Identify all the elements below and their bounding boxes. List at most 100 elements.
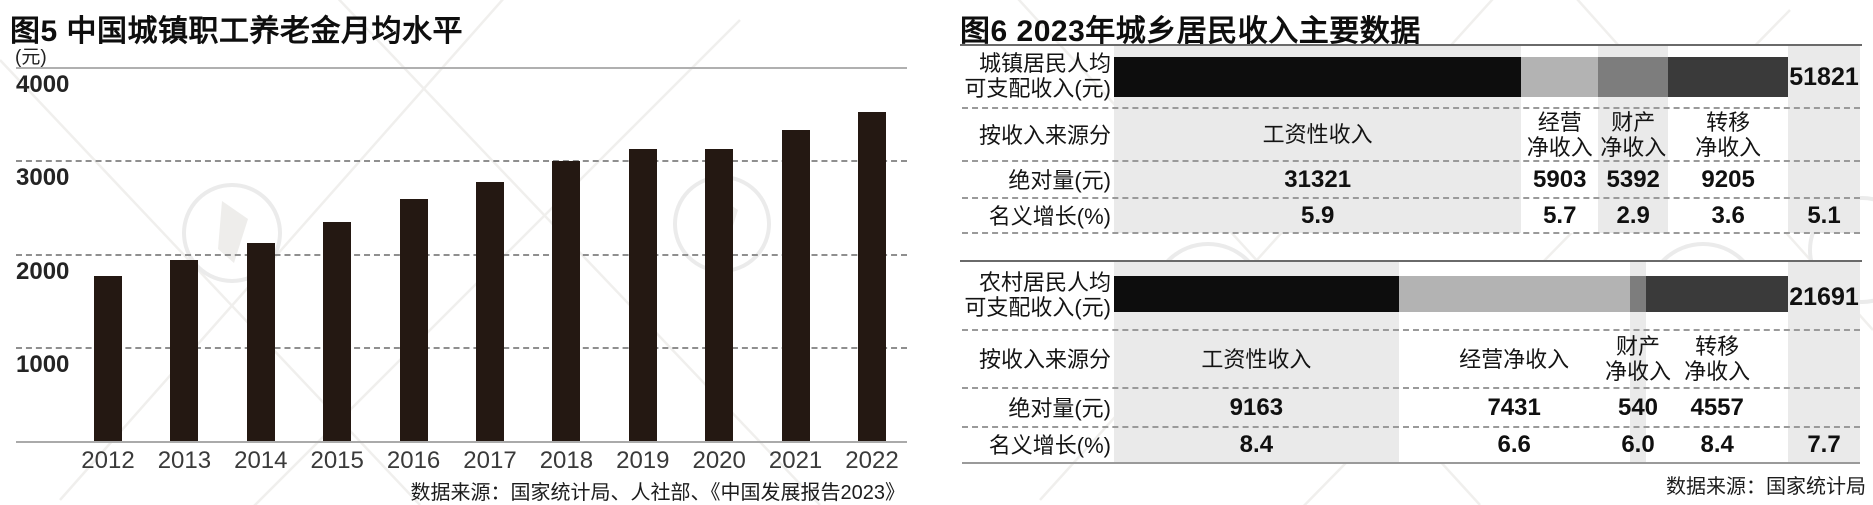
col-growth-rural-0: 8.4 <box>1239 431 1274 458</box>
col-header-rural-3-line2: 净收入 <box>1684 359 1751 384</box>
row-divider-rural-2 <box>962 426 1860 428</box>
bar-segment-rural-2 <box>1629 276 1647 312</box>
x-tick-label-2021: 2021 <box>768 447 823 474</box>
x-tick-label-2022: 2022 <box>845 447 899 474</box>
row-label-urban-line1: 城镇居民人均 <box>978 51 1111 76</box>
block-urban: 城镇居民人均 可支配收入(元) 按收入来源分绝对量(元) 名义增长(%) 工资性收入 31… <box>960 44 1862 234</box>
row-label-growth-rural: 名义增长(%) <box>988 433 1111 458</box>
bar-segment-rural-1 <box>1398 276 1630 312</box>
bar-segment-urban-3 <box>1668 57 1788 97</box>
col-header-rural-2-line1: 财产 <box>1615 334 1660 359</box>
column-band-rural-2 <box>1629 262 1647 463</box>
bar-2017 <box>476 181 504 441</box>
col-absolute-rural-0: 9163 <box>1229 393 1284 421</box>
bar-2020 <box>705 149 734 441</box>
fig6-income-table: 图6 2023年城乡居民收入主要数据 城镇居民人均 可支配收入(元) 按收入来源分绝… <box>960 0 1873 505</box>
column-band-rural-total <box>1788 262 1860 463</box>
row-label-rural-line2: 可支配收入(元) <box>964 295 1111 320</box>
x-tick-label-2019: 2019 <box>616 447 670 474</box>
col-header-rural-0: 工资性收入 <box>1146 347 1366 372</box>
bar-2012 <box>94 275 122 441</box>
row-label-by-source-urban: 按收入来源分 <box>978 122 1111 148</box>
row-divider-urban-1 <box>962 160 1860 162</box>
col-growth-rural-1: 6.6 <box>1497 431 1531 458</box>
col-growth-urban-2: 2.9 <box>1616 201 1650 229</box>
bar-segment-urban-0 <box>1114 57 1522 97</box>
bar-2018 <box>552 161 581 441</box>
col-header-urban-1-line1: 经营 <box>1537 109 1582 135</box>
col-header-urban-3: 转移 净收入 <box>1618 110 1838 160</box>
row-label-rural-line1: 农村居民人均 <box>978 270 1111 295</box>
gridline-2000 <box>16 253 907 256</box>
col-absolute-urban-2: 5392 <box>1606 165 1660 193</box>
row-divider-rural-0 <box>962 329 1860 331</box>
bar-2016 <box>399 199 428 441</box>
col-absolute-urban-0: 31321 <box>1284 165 1352 193</box>
row-label-absolute-rural: 绝对量(元) <box>1008 395 1111 421</box>
block-bottom-line-urban <box>962 232 1860 234</box>
gridline-4000 <box>16 67 907 69</box>
col-header-urban-1: 经营 净收入 <box>1450 110 1670 160</box>
col-header-urban-0: 工资性收入 <box>1208 122 1428 147</box>
x-tick-label-2015: 2015 <box>310 447 364 474</box>
x-tick-label-2018: 2018 <box>539 447 594 474</box>
row-label-by-source-rural: 按收入来源分 <box>978 347 1111 372</box>
bar-2019 <box>628 149 657 441</box>
x-axis-line <box>16 441 907 443</box>
y-tick-label-1000: 1000 <box>16 350 70 378</box>
col-header-rural-1-line1: 经营净收入 <box>1459 346 1570 372</box>
col-header-urban-2: 财产 净收入 <box>1523 110 1743 160</box>
x-tick-label-2017: 2017 <box>463 447 517 474</box>
fig6-source: 数据来源：国家统计局 <box>1666 476 1866 498</box>
row-label-rural: 农村居民人均 可支配收入(元) <box>960 270 1111 322</box>
block-rural: 农村居民人均 可支配收入(元) 按收入来源分绝对量(元) 名义增长(%) 工资性收入 91… <box>960 260 1862 464</box>
x-tick-label-2014: 2014 <box>234 447 288 474</box>
row-label-growth-urban: 名义增长(%) <box>988 203 1111 229</box>
x-tick-label-2013: 2013 <box>157 447 212 474</box>
col-header-rural-2-line2: 净收入 <box>1604 359 1671 384</box>
col-header-urban-3-line2: 净收入 <box>1695 134 1762 160</box>
col-header-rural-3: 转移 净收入 <box>1607 334 1827 384</box>
fig5-pension-chart: 图5 中国城镇职工养老金月均水平 (元) 4000 3000 2000 1000 201… <box>0 0 930 505</box>
y-tick-label-3000: 3000 <box>16 164 70 192</box>
col-header-urban-1-line2: 净收入 <box>1526 134 1593 160</box>
fig5-unit-label: (元) <box>15 47 47 68</box>
bar-2014 <box>246 243 275 441</box>
x-tick-label-2016: 2016 <box>386 447 441 474</box>
col-growth-urban-3: 3.6 <box>1711 201 1745 229</box>
block-bottom-line-rural <box>962 462 1860 464</box>
bar-2021 <box>781 130 810 441</box>
col-header-urban-0-line1: 工资性收入 <box>1262 122 1373 147</box>
col-absolute-rural-3: 4557 <box>1690 393 1744 421</box>
fig6-title: 图6 2023年城乡居民收入主要数据 <box>960 15 1421 48</box>
y-tick-label-2000: 2000 <box>16 257 70 285</box>
col-absolute-rural-2: 540 <box>1617 393 1659 421</box>
bar-2015 <box>323 221 352 441</box>
gridline-1000 <box>16 346 907 349</box>
bar-segment-rural-3 <box>1646 276 1788 312</box>
col-header-rural-0-line1: 工资性收入 <box>1201 346 1312 372</box>
col-growth-urban-1: 5.7 <box>1543 201 1577 229</box>
bar-2022 <box>858 111 886 441</box>
bar-segment-rural-0 <box>1114 276 1399 312</box>
col-absolute-rural-1: 7431 <box>1487 393 1541 421</box>
col-growth-rural-3: 8.4 <box>1700 431 1734 458</box>
fig5-title: 图5 中国城镇职工养老金月均水平 <box>10 15 464 48</box>
row-divider-urban-2 <box>962 197 1860 199</box>
total-growth-urban: 5.1 <box>1807 201 1841 229</box>
col-header-rural-2: 财产 净收入 <box>1528 334 1748 384</box>
row-divider-rural-1 <box>962 387 1860 389</box>
total-value-urban: 51821 <box>1789 63 1859 91</box>
row-label-absolute-urban: 绝对量(元) <box>1008 167 1111 193</box>
row-label-urban: 城镇居民人均 可支配收入(元) <box>960 51 1111 103</box>
total-value-rural: 21691 <box>1789 283 1859 311</box>
col-growth-rural-2: 6.0 <box>1621 431 1655 458</box>
col-header-urban-2-line1: 财产 <box>1611 109 1656 135</box>
col-header-rural-3-line1: 转移 <box>1695 334 1740 359</box>
bar-2013 <box>170 260 199 441</box>
total-growth-rural: 7.7 <box>1807 431 1841 458</box>
x-tick-label-2020: 2020 <box>692 447 746 474</box>
row-label-urban-line2: 可支配收入(元) <box>964 76 1111 101</box>
fig5-source: 数据来源：国家统计局、人社部、《中国发展报告2023》 <box>410 482 906 504</box>
